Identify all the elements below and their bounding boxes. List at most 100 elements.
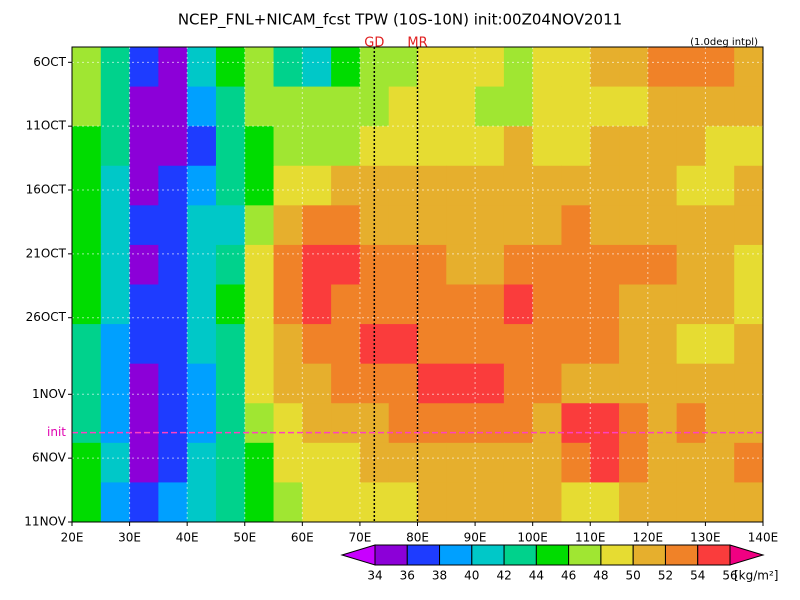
cell (331, 165, 361, 206)
cell (417, 442, 447, 483)
cell (72, 284, 102, 325)
init-label: init (47, 425, 66, 439)
cell (72, 442, 102, 483)
cell (705, 205, 735, 246)
cell (215, 205, 246, 246)
cell (446, 324, 476, 365)
cell (734, 482, 764, 523)
cell (72, 244, 102, 285)
y-tick-label: 6NOV (32, 451, 67, 465)
cell (244, 165, 275, 206)
cell (475, 324, 505, 365)
cell (475, 482, 505, 523)
cell (273, 47, 303, 88)
cell (129, 126, 159, 167)
plot-frame (71, 46, 764, 523)
cell (244, 363, 275, 404)
cell (446, 86, 476, 127)
cell (215, 244, 246, 285)
cell (129, 165, 159, 206)
cell (590, 442, 620, 483)
cell (331, 284, 361, 325)
colorbar-box (471, 544, 505, 566)
cell (417, 482, 447, 523)
cell (129, 363, 159, 404)
colorbar-box (600, 544, 634, 566)
cell (676, 47, 706, 88)
colorbar-box (697, 544, 731, 566)
cell (619, 205, 649, 246)
cell (676, 126, 706, 167)
cell (647, 403, 678, 444)
cell (129, 86, 159, 127)
x-tick-label: 60E (291, 531, 314, 545)
cell (676, 363, 706, 404)
cell (503, 47, 534, 88)
cell (676, 244, 706, 285)
cell (417, 403, 447, 444)
cell (187, 442, 217, 483)
colorbar-high (729, 544, 765, 566)
cell (187, 47, 217, 88)
cell (705, 403, 735, 444)
cell (244, 126, 275, 167)
chart-title: NCEP_FNL+NICAM_fcst TPW (10S-10N) init:0… (178, 11, 622, 30)
cell (590, 244, 620, 285)
cell (187, 205, 217, 246)
cell (647, 126, 678, 167)
colorbar-box (632, 544, 666, 566)
y-tick-label: 21OCT (26, 246, 67, 260)
cell (273, 244, 303, 285)
cell (388, 86, 418, 127)
cell (215, 442, 246, 483)
cell (705, 86, 735, 127)
cell (619, 442, 649, 483)
cell (590, 86, 620, 127)
cell (158, 244, 188, 285)
cell (446, 403, 476, 444)
cell (647, 244, 678, 285)
cell (676, 284, 706, 325)
cell (475, 86, 505, 127)
cell (244, 86, 275, 127)
cell (734, 244, 764, 285)
colorbar-box (664, 544, 699, 566)
cell (676, 205, 706, 246)
cell (734, 403, 764, 444)
cell (561, 442, 591, 483)
cell (158, 284, 188, 325)
annotation-label: GD (364, 36, 384, 51)
colorbar-label: 54 (690, 569, 705, 583)
cell (302, 47, 332, 88)
cell (734, 324, 764, 365)
cell (100, 165, 131, 206)
cell (244, 324, 275, 365)
cell (475, 442, 505, 483)
y-tick-label: 26OCT (26, 310, 67, 324)
cell (446, 363, 476, 404)
cell (72, 47, 102, 88)
cell (446, 165, 476, 206)
colorbar-label: 52 (658, 569, 673, 583)
cell (100, 47, 131, 88)
cell (647, 442, 678, 483)
annotation-label: MR (407, 36, 427, 51)
cell (647, 47, 678, 88)
cell (302, 442, 332, 483)
cell (331, 482, 361, 523)
cell (273, 205, 303, 246)
cell (647, 86, 678, 127)
y-tick-label: 16OCT (26, 183, 67, 197)
cell (734, 165, 764, 206)
cell (72, 403, 102, 444)
cell (331, 126, 361, 167)
cell (187, 482, 217, 523)
cell (532, 482, 562, 523)
cell (129, 47, 159, 88)
cell (187, 165, 217, 206)
cell (532, 244, 562, 285)
cell (676, 442, 706, 483)
cell (388, 126, 418, 167)
cell (503, 482, 534, 523)
